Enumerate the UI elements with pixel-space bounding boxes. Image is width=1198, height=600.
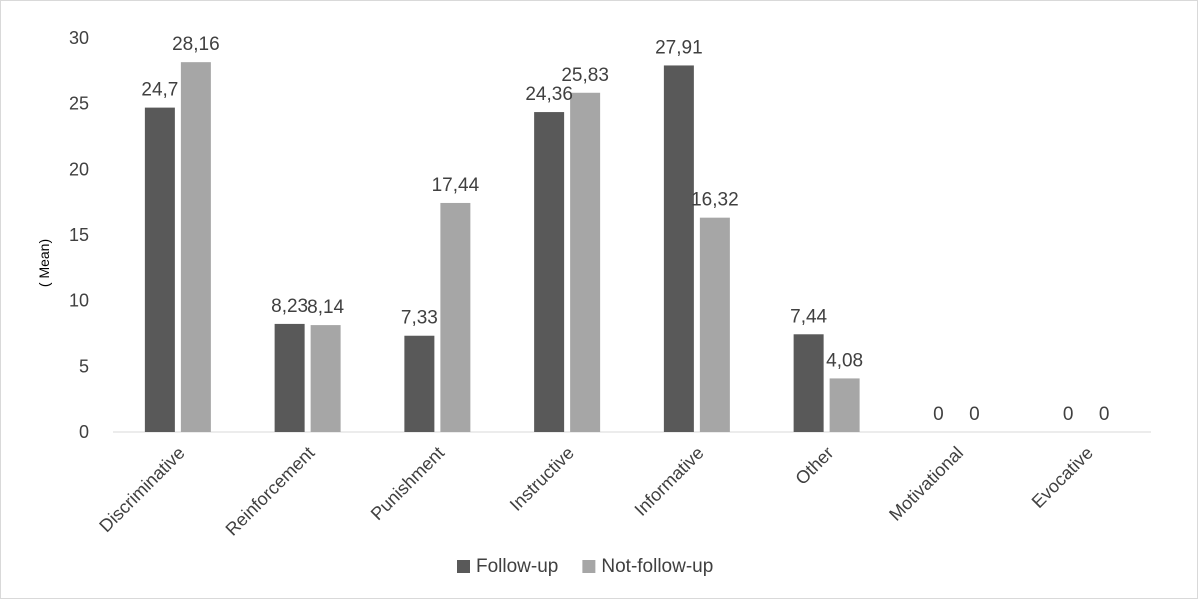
y-tick-label: 25 — [69, 94, 89, 114]
data-label: 0 — [933, 404, 944, 425]
data-label: 7,33 — [401, 308, 438, 329]
x-tick-label: Reinforcement — [222, 443, 319, 540]
data-label: 28,16 — [172, 34, 220, 55]
data-label: 17,44 — [432, 175, 480, 196]
bar-not-follow-up — [699, 217, 730, 432]
y-tick-label: 5 — [79, 356, 89, 376]
x-tick-label: Instructive — [506, 443, 578, 515]
data-label: 0 — [1063, 404, 1074, 425]
bar-not-follow-up — [570, 92, 601, 433]
data-label: 0 — [969, 404, 980, 425]
bar-not-follow-up — [310, 325, 341, 432]
data-label: 0 — [1099, 404, 1110, 425]
bar-follow-up — [663, 65, 694, 432]
y-axis-label: ( Mean) — [36, 239, 52, 287]
legend-swatch — [457, 560, 470, 573]
bar-not-follow-up — [829, 378, 860, 432]
legend-swatch — [582, 560, 596, 573]
bar-follow-up — [274, 323, 305, 432]
bar-not-follow-up — [180, 62, 211, 432]
data-label: 16,32 — [691, 190, 739, 211]
bar-follow-up — [404, 335, 435, 432]
data-label: 24,7 — [141, 80, 178, 101]
data-label: 7,44 — [790, 306, 827, 327]
bar-not-follow-up — [440, 202, 471, 432]
bar-follow-up — [793, 334, 824, 432]
y-tick-label: 10 — [69, 291, 89, 311]
bar-follow-up — [144, 107, 175, 433]
x-tick-label: Evocative — [1028, 443, 1097, 512]
legend: Follow-up Not-follow-up — [457, 556, 713, 577]
bars — [144, 62, 860, 433]
data-label: 27,91 — [655, 37, 703, 58]
y-axis-ticks: 0 5 10 15 20 25 30 — [69, 28, 89, 442]
data-label: 25,83 — [561, 65, 609, 86]
x-tick-label: Discriminative — [95, 443, 188, 536]
x-axis-ticks: Discriminative Reinforcement Punishment Ins… — [95, 443, 1097, 540]
data-label: 8,14 — [307, 297, 344, 318]
data-label: 4,08 — [826, 350, 863, 371]
bar-follow-up — [534, 112, 565, 433]
y-tick-label: 0 — [79, 422, 89, 442]
x-tick-label: Motivational — [885, 443, 967, 525]
x-tick-label: Informative — [631, 443, 708, 520]
data-label: 8,23 — [271, 296, 308, 317]
y-tick-label: 15 — [69, 225, 89, 245]
x-tick-label: Other — [791, 443, 837, 489]
x-tick-label: Punishment — [367, 443, 448, 524]
y-tick-label: 30 — [69, 28, 89, 48]
legend-label: Not-follow-up — [601, 556, 713, 577]
y-tick-label: 20 — [69, 159, 89, 179]
data-label: 24,36 — [525, 84, 573, 105]
legend-label: Follow-up — [476, 556, 558, 577]
